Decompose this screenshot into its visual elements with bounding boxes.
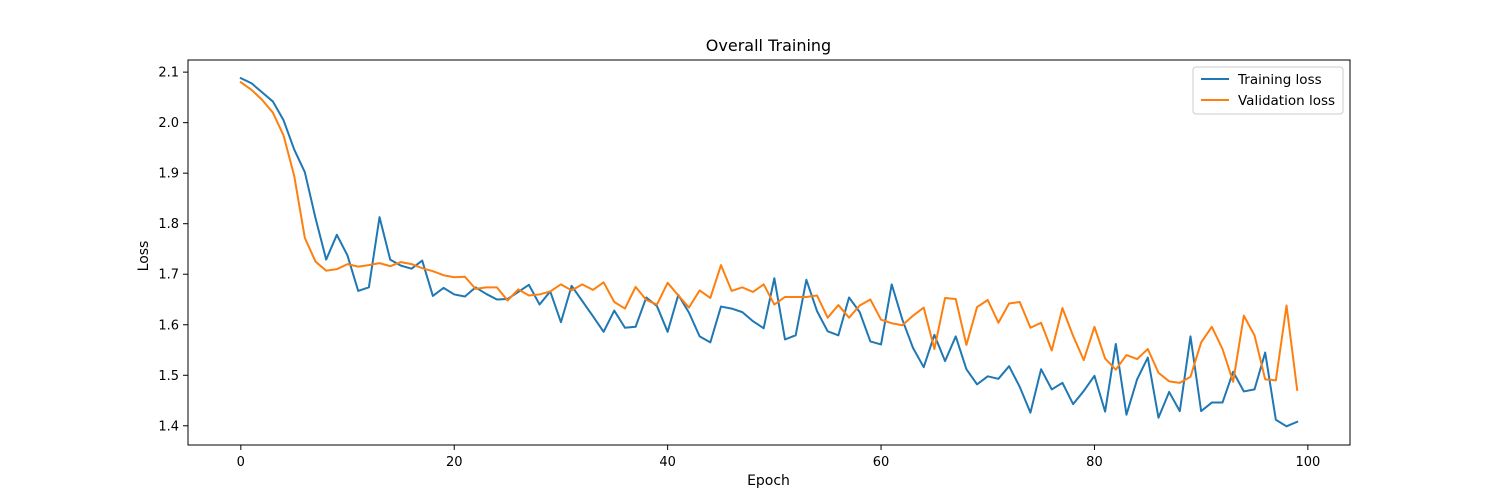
axes-frame — [187, 59, 1351, 446]
y-tick-label: 1.4 — [158, 419, 179, 434]
y-tick-label: 2.1 — [158, 66, 179, 81]
x-tick-label: 20 — [446, 455, 463, 470]
training-loss-line — [239, 76, 1299, 428]
y-axis-label: Loss — [136, 241, 152, 272]
axes: 0 20 40 60 80 100 1.4 1.5 1.6 1.7 1.8 1.9 2.0 2.1 — [158, 59, 1351, 470]
y-tick-label: 1.9 — [158, 167, 179, 182]
chart-title: Overall Training — [706, 36, 831, 55]
x-axis-label: Epoch — [747, 473, 790, 489]
plot-area — [239, 76, 1299, 428]
validation-loss-line — [239, 80, 1299, 392]
y-tick-label: 1.5 — [158, 369, 179, 384]
x-tick-label: 100 — [1295, 455, 1320, 470]
x-tick-label: 0 — [237, 455, 245, 470]
y-tick-label: 1.6 — [158, 318, 179, 333]
y-tick-label: 1.8 — [158, 217, 179, 232]
x-tick-label: 40 — [659, 455, 676, 470]
legend: Training loss Validation loss — [1192, 66, 1344, 115]
y-tick-label: 1.7 — [158, 268, 179, 283]
y-tick-label: 2.0 — [158, 116, 179, 131]
x-tick-label: 80 — [1086, 455, 1103, 470]
legend-box — [1192, 66, 1344, 115]
x-tick-label: 60 — [873, 455, 890, 470]
legend-label: Training loss — [1237, 72, 1322, 88]
legend-label: Validation loss — [1238, 93, 1335, 109]
